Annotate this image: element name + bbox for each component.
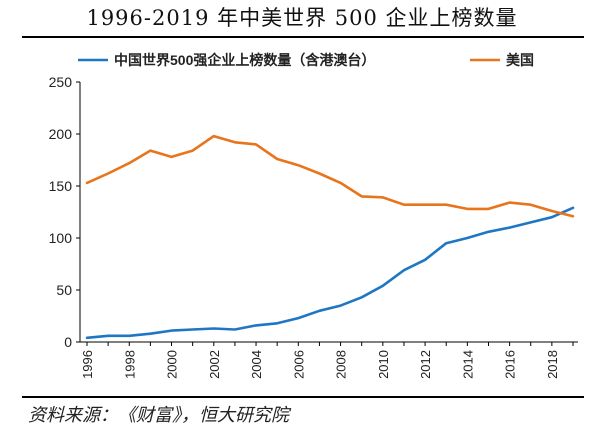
axes: 0 50 100 150 200 250 1996 1998 2000 2002 2004 2006 2… bbox=[49, 74, 578, 379]
y-tick-label: 150 bbox=[49, 178, 73, 194]
x-tick-label: 1998 bbox=[122, 350, 137, 379]
x-tick-label: 2016 bbox=[503, 350, 518, 379]
chart-title: 1996-2019 年中美世界 500 企业上榜数量 bbox=[86, 6, 518, 30]
x-tick-label: 1996 bbox=[80, 350, 95, 379]
x-tick-label: 2010 bbox=[376, 350, 391, 379]
y-tick-label: 0 bbox=[64, 334, 72, 350]
source-note: 资料来源：《财富》，恒大研究院 bbox=[28, 405, 289, 426]
y-tick-label: 50 bbox=[56, 282, 72, 298]
y-tick-label: 200 bbox=[49, 126, 73, 142]
source-rule bbox=[22, 396, 584, 398]
chart-canvas: 0 50 100 150 200 250 1996 1998 2000 2002 2004 2006 2… bbox=[49, 52, 578, 379]
x-tick-label: 2008 bbox=[334, 350, 349, 379]
y-tick-label: 250 bbox=[49, 74, 73, 90]
legend: 中国世界500强企业上榜数量（含港澳台） 美国 bbox=[78, 52, 534, 68]
series-line-2 bbox=[85, 134, 575, 218]
series-layer bbox=[85, 134, 575, 340]
x-tick-label: 2002 bbox=[207, 350, 222, 379]
x-tick-label: 2018 bbox=[545, 350, 560, 379]
x-tick-label: 2000 bbox=[165, 350, 180, 379]
legend-label-1: 中国世界500强企业上榜数量（含港澳台） bbox=[114, 52, 375, 68]
title-rule bbox=[22, 36, 584, 38]
x-tick-label: 2004 bbox=[249, 350, 264, 379]
series-line-1 bbox=[85, 206, 575, 340]
x-tick-label: 2006 bbox=[291, 350, 306, 379]
legend-label-2: 美国 bbox=[506, 52, 534, 68]
x-tick-label: 2012 bbox=[418, 350, 433, 379]
x-tick-label: 2014 bbox=[460, 350, 475, 379]
y-tick-label: 100 bbox=[49, 230, 73, 246]
